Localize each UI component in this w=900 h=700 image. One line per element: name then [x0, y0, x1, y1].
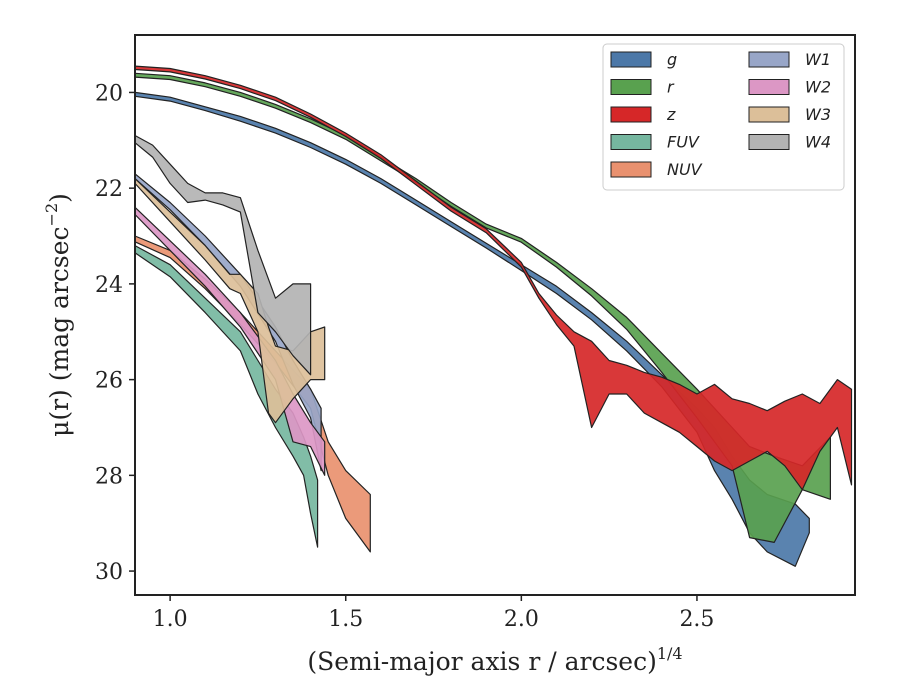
legend-swatch-FUV: [610, 134, 652, 150]
legend-swatch-W3: [748, 106, 790, 123]
legend-swatch-NUV: [610, 161, 652, 178]
legend-swatch-W2: [748, 79, 790, 95]
y-axis-label: μ(r) (mag arcsec−2): [42, 193, 74, 437]
x-axis-label: (Semi-major axis r / arcsec)1/4: [307, 644, 682, 676]
band-W3: [134, 178, 326, 424]
band-FUV: [134, 245, 319, 548]
x-tick-label: 2.0: [504, 607, 539, 632]
y-tick-label: 22: [95, 177, 123, 202]
x-axis: 1.0 1.5 2.0 2.5: [153, 595, 714, 632]
plot-frame: [134, 34, 856, 596]
legend-label-z: z: [666, 105, 676, 124]
y-tick-label: 20: [95, 81, 123, 106]
legend-label-W1: W1: [805, 50, 831, 69]
legend-label-W2: W2: [805, 78, 831, 97]
bands-layer: [134, 65, 853, 567]
legend-swatch-W4: [748, 134, 790, 150]
legend-swatch-r: [610, 79, 652, 95]
legend-label-NUV: NUV: [667, 160, 703, 179]
legend-swatch-g: [610, 51, 652, 68]
legend-label-W4: W4: [805, 133, 831, 152]
legend: grz FUV NUV W1 W2 W3 W4: [602, 43, 845, 191]
y-tick-label: 26: [95, 369, 123, 394]
x-tick-label: 1.0: [153, 607, 188, 632]
band-W4: [134, 134, 312, 376]
y-tick-label: 30: [95, 560, 123, 585]
legend-label-g: g: [667, 50, 677, 69]
band-z: [134, 65, 853, 491]
y-axis: 20 22 24 26 28 30: [95, 81, 135, 585]
legend-swatch-z: [610, 106, 652, 123]
legend-label-r: r: [667, 78, 675, 97]
y-tick-label: 28: [95, 464, 123, 489]
legend-swatch-W1: [748, 51, 790, 68]
y-tick-label: 24: [95, 273, 123, 298]
band-g: [134, 91, 810, 567]
x-tick-label: 2.5: [679, 607, 714, 632]
x-tick-label: 1.5: [328, 607, 363, 632]
legend-label-FUV: FUV: [667, 133, 700, 152]
legend-label-W3: W3: [805, 105, 831, 124]
band-W2: [134, 206, 326, 476]
